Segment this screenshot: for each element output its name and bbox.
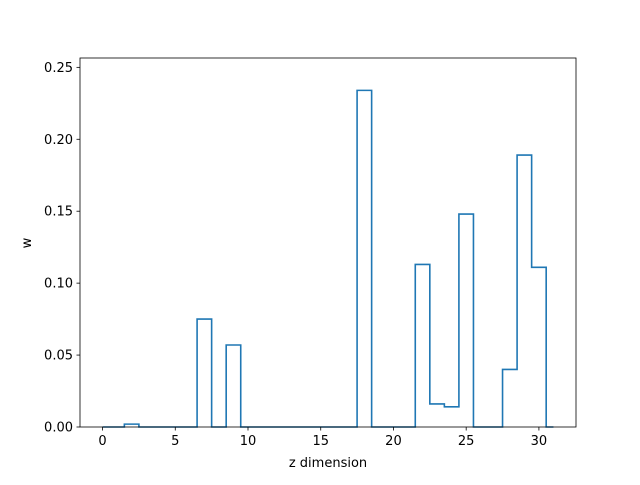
- y-tick-label: 0.20: [44, 133, 73, 148]
- x-tick-label: 25: [458, 434, 475, 449]
- x-tick-label: 10: [240, 434, 257, 449]
- x-axis-label: z dimension: [289, 456, 367, 471]
- x-tick-label: 5: [171, 434, 179, 449]
- y-tick-label: 0.05: [44, 349, 73, 364]
- x-tick-label: 30: [531, 434, 548, 449]
- y-axis-label: w: [20, 237, 35, 248]
- x-tick-label: 0: [98, 434, 106, 449]
- plot-frame: [79, 57, 577, 428]
- x-tick-label: 15: [312, 434, 329, 449]
- axes-layer: 0 5 10 15 20 25 30 0.00 0.05 0.10 0.15 0.20 0.25: [44, 57, 577, 449]
- y-tick-label: 0.15: [44, 205, 73, 220]
- y-tick-label: 0.25: [44, 61, 73, 76]
- x-tick-label: 20: [385, 434, 402, 449]
- y-tick-label: 0.10: [44, 277, 73, 292]
- y-tick-label: 0.00: [44, 421, 73, 436]
